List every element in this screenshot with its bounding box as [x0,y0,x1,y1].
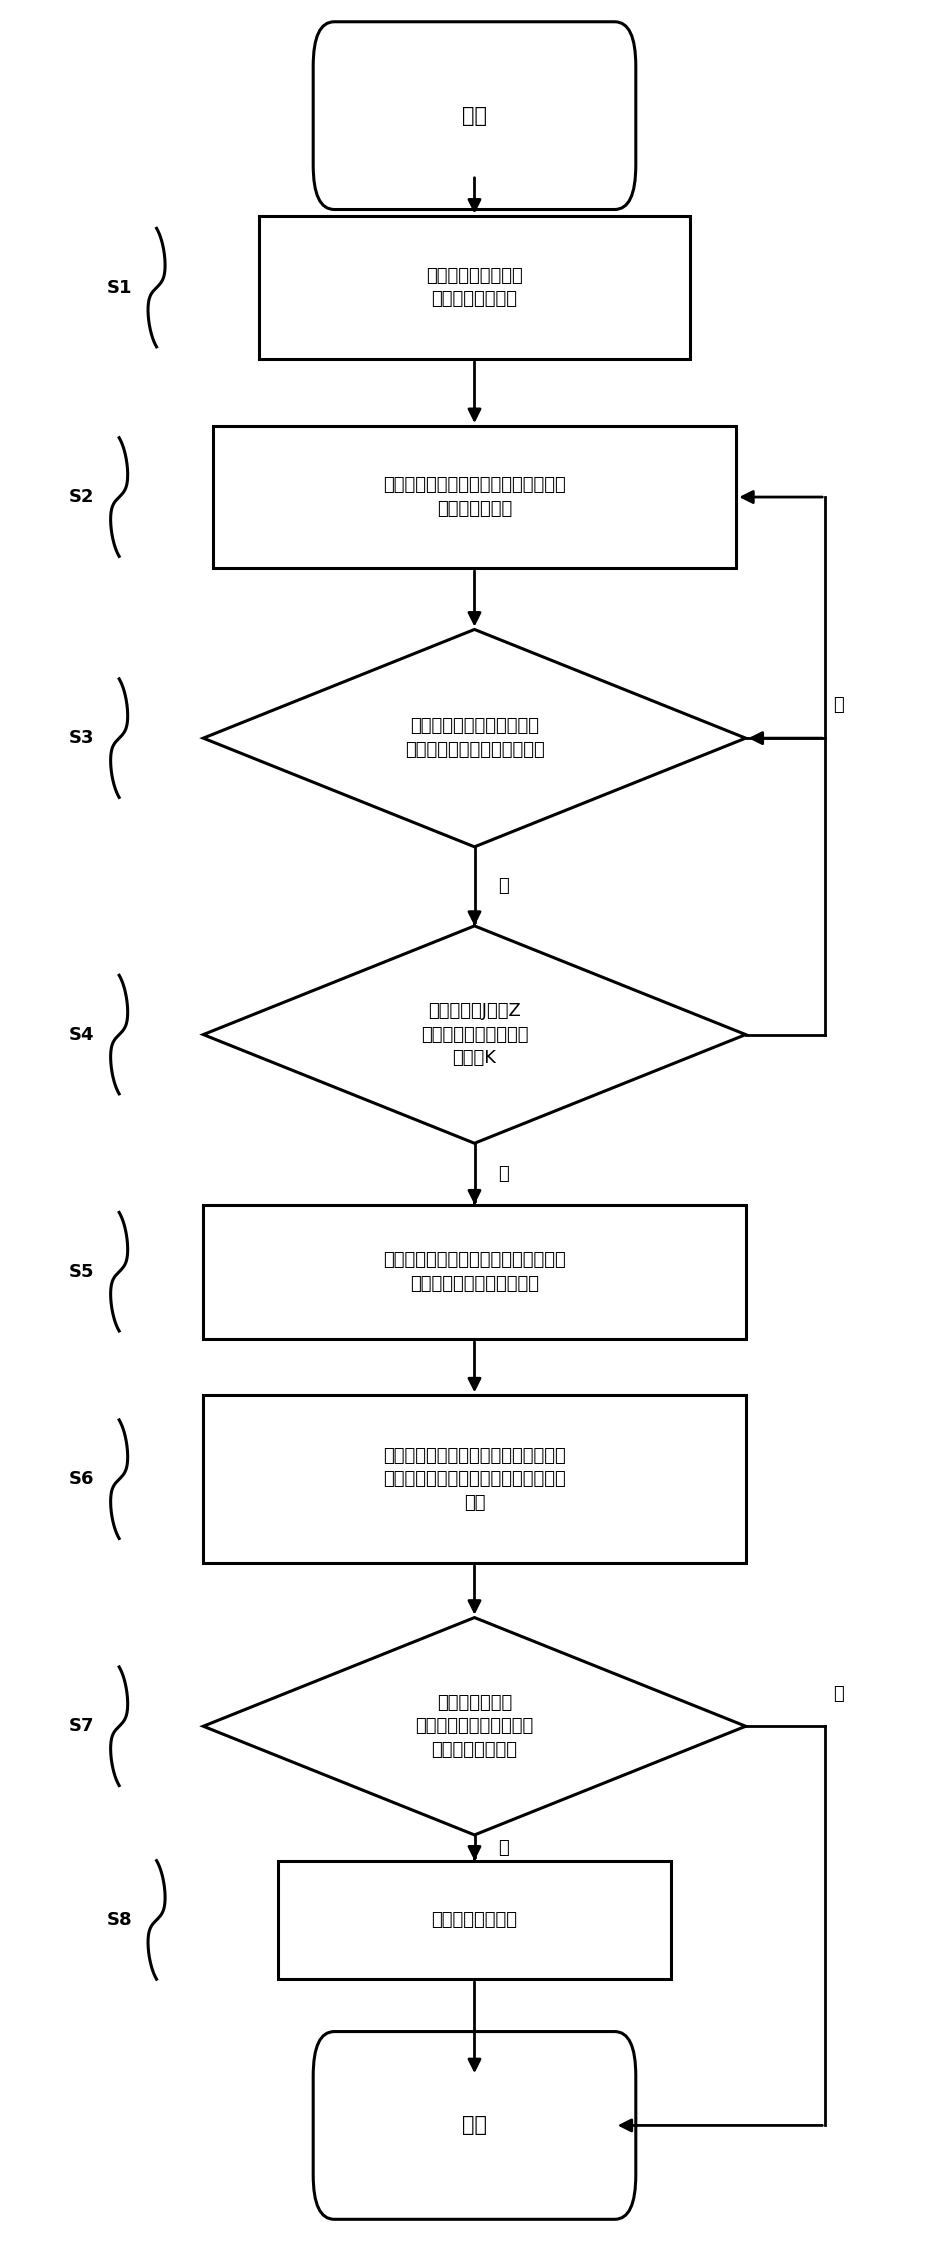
Bar [213,427,736,568]
Bar [203,1204,746,1339]
Text: 对比三个对焦窗
口得到的对焦评价值最大
的层数，是否一致: 对比三个对焦窗 口得到的对焦评价值最大 的层数，是否一致 [416,1694,533,1759]
Text: 是: 是 [498,1838,509,1856]
Polygon shape [203,926,746,1144]
Text: 是: 是 [498,1164,509,1182]
Bar [259,216,690,360]
Text: S1: S1 [106,279,132,297]
Text: 是: 是 [498,876,509,894]
Text: 以一定步进J移动Z
轴，并判断采集层数是
否大于K: 以一定步进J移动Z 轴，并判断采集层数是 否大于K [420,1002,529,1067]
Text: 分别比较三个对焦窗口不同层数的对焦
评价值，得到最大的对焦评价值所在的
层数: 分别比较三个对焦窗口不同层数的对焦 评价值，得到最大的对焦评价值所在的 层数 [383,1447,566,1512]
FancyBboxPatch shape [313,22,636,209]
Text: 开始: 开始 [462,106,487,126]
Text: 结束: 结束 [462,2114,487,2135]
Text: S4: S4 [69,1025,95,1043]
Text: 使用能量梯度算法对图像进行处理，得
到每一帧图像的对焦评价值: 使用能量梯度算法对图像进行处理，得 到每一帧图像的对焦评价值 [383,1252,566,1292]
Polygon shape [203,1618,746,1836]
Text: 移动三维移动平台，准备对三个对焦窗
口进行扫描采图: 移动三维移动平台，准备对三个对焦窗 口进行扫描采图 [383,476,566,517]
Polygon shape [203,629,746,847]
Bar [203,1395,746,1564]
Text: S5: S5 [69,1263,95,1281]
FancyBboxPatch shape [313,2031,636,2220]
Text: 否: 否 [832,1685,844,1703]
Text: 将焦面调节至该层: 将焦面调节至该层 [432,1910,517,1928]
Text: S6: S6 [69,1470,95,1488]
Bar [278,1861,671,1980]
Text: S7: S7 [69,1717,95,1735]
Text: 否: 否 [832,697,844,715]
Text: 计算样本轮廓并计算
三个对焦窗口位置: 计算样本轮廓并计算 三个对焦窗口位置 [426,267,523,308]
Text: S3: S3 [69,728,95,748]
Text: S2: S2 [69,488,95,506]
Text: S8: S8 [106,1910,132,1928]
Text: 扫描采图，并判断当前层三
个对焦窗口图像采集是否完成: 扫描采图，并判断当前层三 个对焦窗口图像采集是否完成 [404,717,545,759]
